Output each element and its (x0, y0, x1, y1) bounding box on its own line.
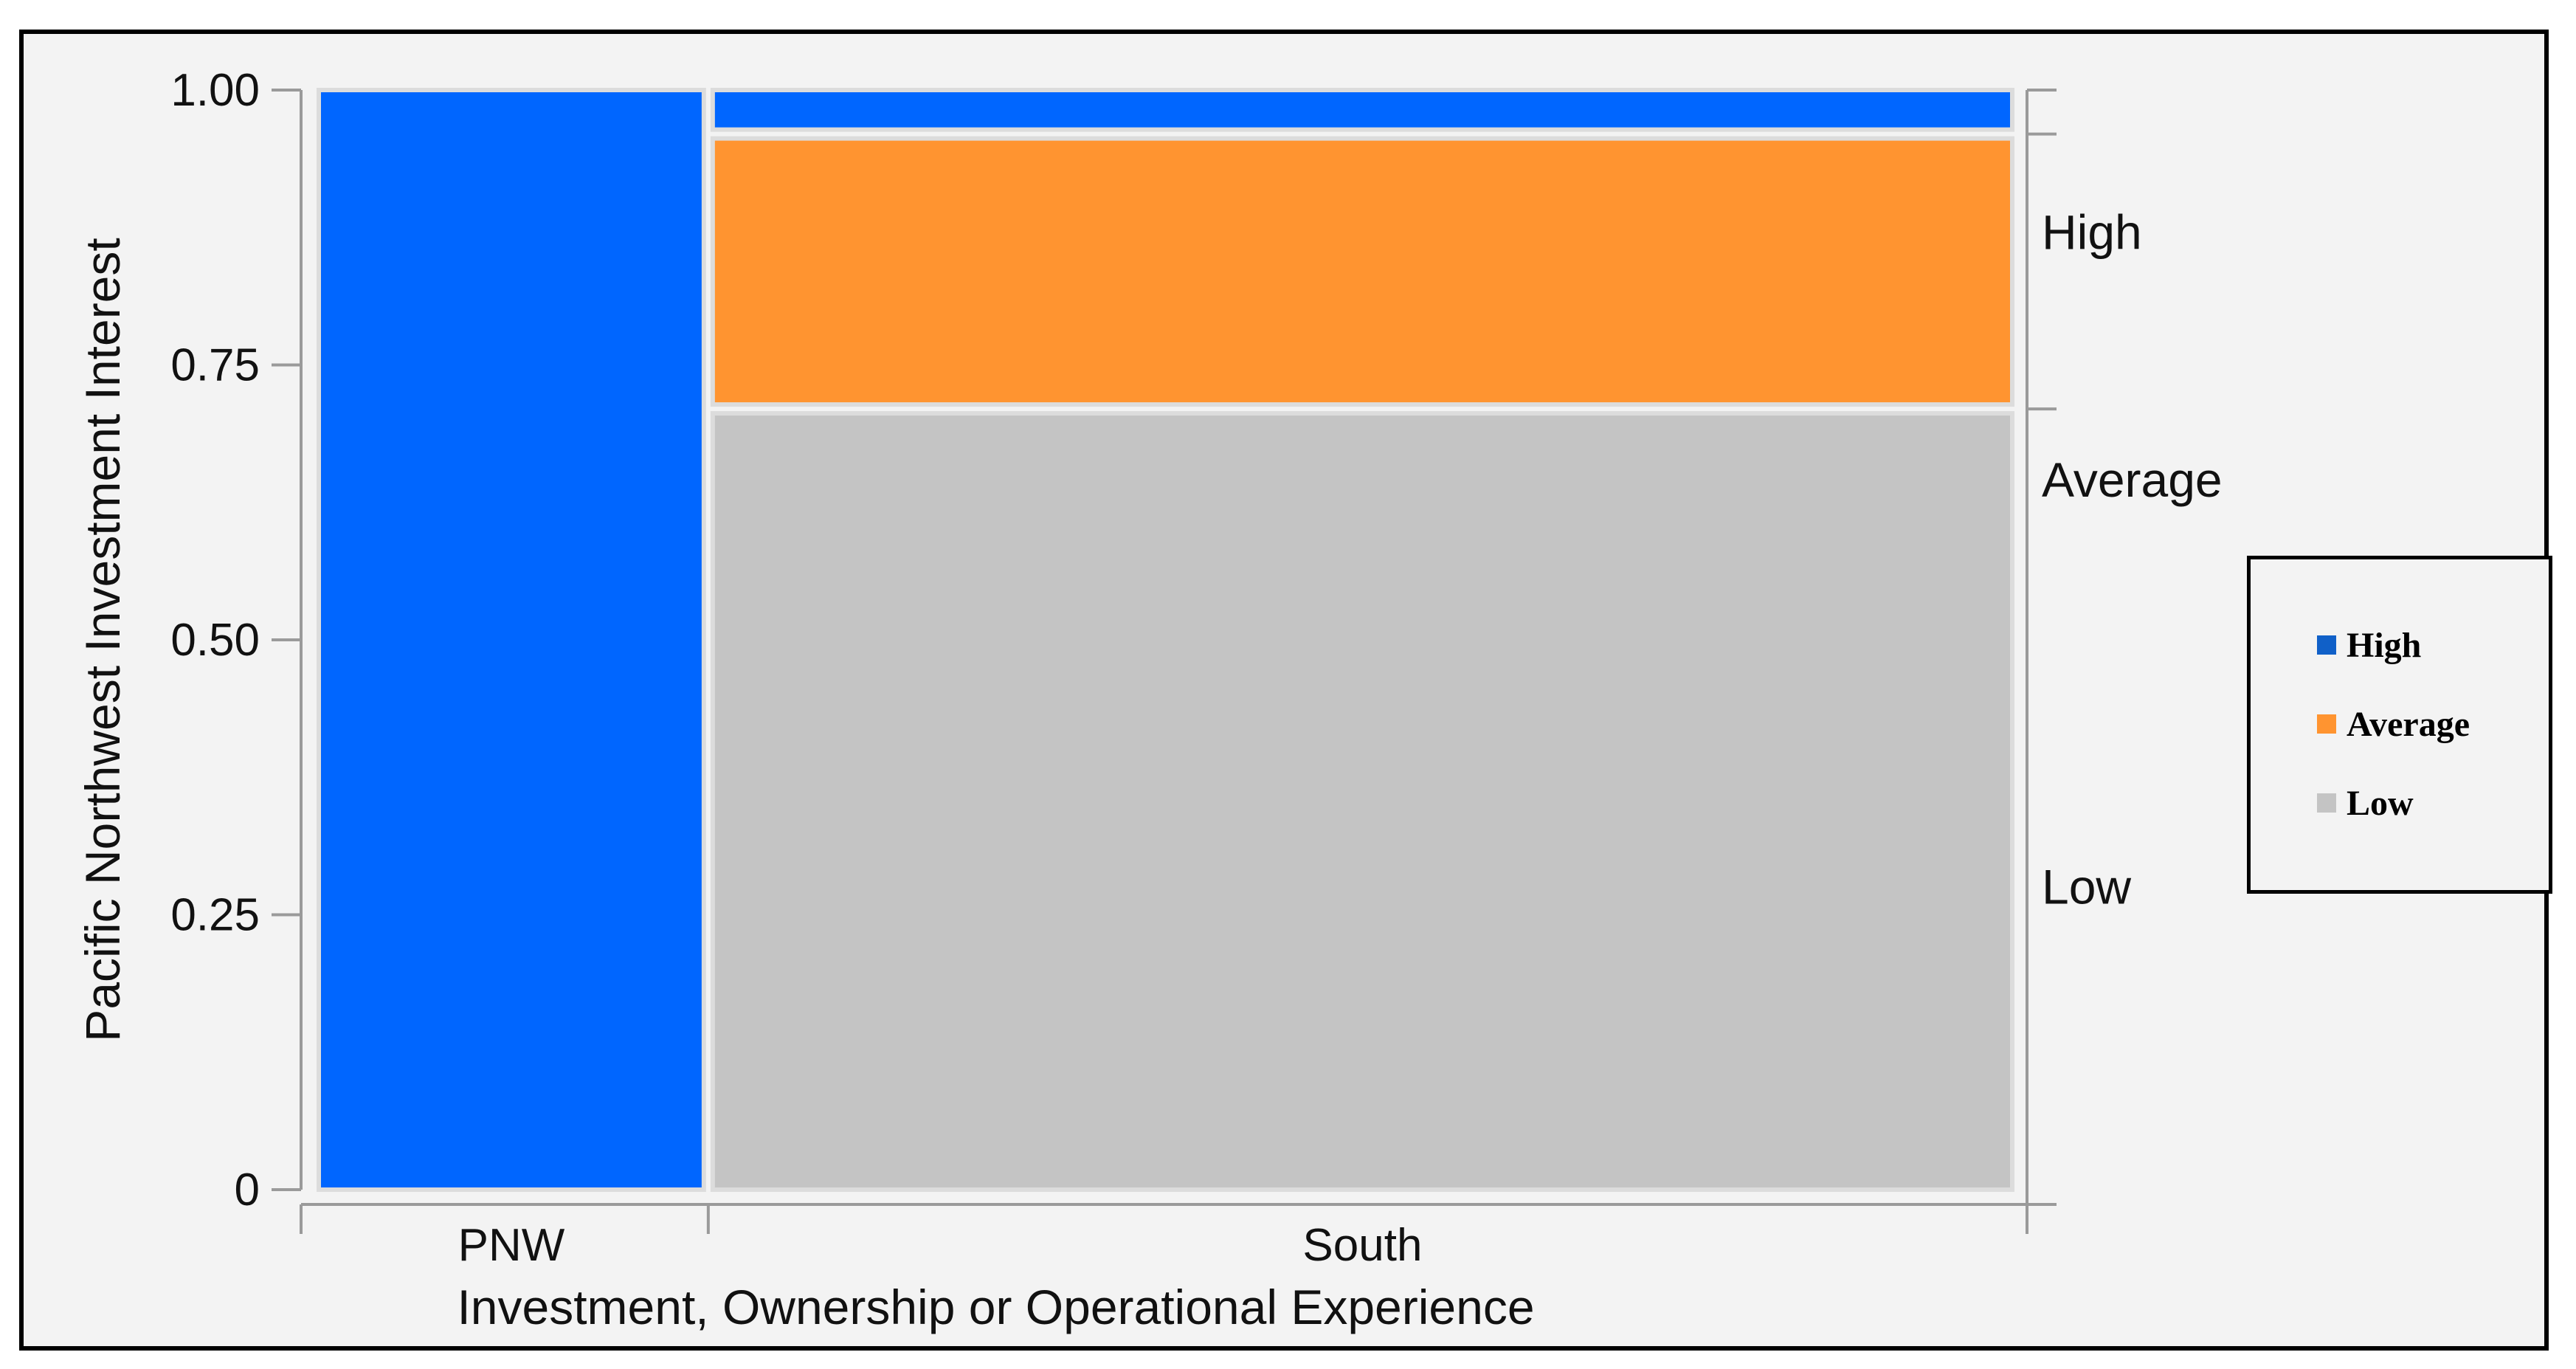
chart-frame: 0 0.25 0.50 0.75 1.00 PNW South High Average Low I… (19, 30, 2552, 1351)
legend-label-low: Low (2347, 783, 2414, 823)
y-tick-label: 0 (235, 1165, 260, 1215)
bar-south-average (710, 136, 2014, 407)
legend-inner: High Average Low (2295, 602, 2504, 847)
legend-swatch-low (2317, 793, 2336, 813)
bar-pnw-high (317, 88, 706, 1192)
y-tick-label: 0.75 (170, 340, 260, 391)
bar-south-low (710, 411, 2014, 1192)
x-tick-label: South (1302, 1220, 1422, 1271)
bar-south-high (710, 88, 2014, 132)
x-axis-title: Investment, Ownership or Operational Exp… (457, 1280, 1534, 1334)
legend-item-low: Low (2317, 781, 2414, 825)
right-axis-label-average: Average (2042, 452, 2223, 507)
chart-svg: 0 0.25 0.50 0.75 1.00 PNW South High Average Low I… (75, 65, 2223, 1334)
right-axis-label-high: High (2042, 205, 2142, 260)
legend-swatch-average (2317, 714, 2336, 734)
y-tick-label: 0.50 (170, 615, 260, 666)
y-axis-title: Pacific Northwest Investment Interest (75, 238, 130, 1041)
legend: High Average Low (2247, 556, 2552, 894)
legend-label-high: High (2347, 625, 2422, 665)
y-tick-label: 1.00 (170, 65, 260, 116)
y-tick-label: 0.25 (170, 890, 260, 941)
x-tick-label: PNW (458, 1220, 565, 1271)
legend-label-average: Average (2347, 704, 2470, 744)
right-axis-label-low: Low (2042, 859, 2131, 914)
legend-item-high: High (2317, 623, 2421, 667)
legend-item-average: Average (2317, 702, 2470, 746)
legend-swatch-high (2317, 635, 2336, 655)
